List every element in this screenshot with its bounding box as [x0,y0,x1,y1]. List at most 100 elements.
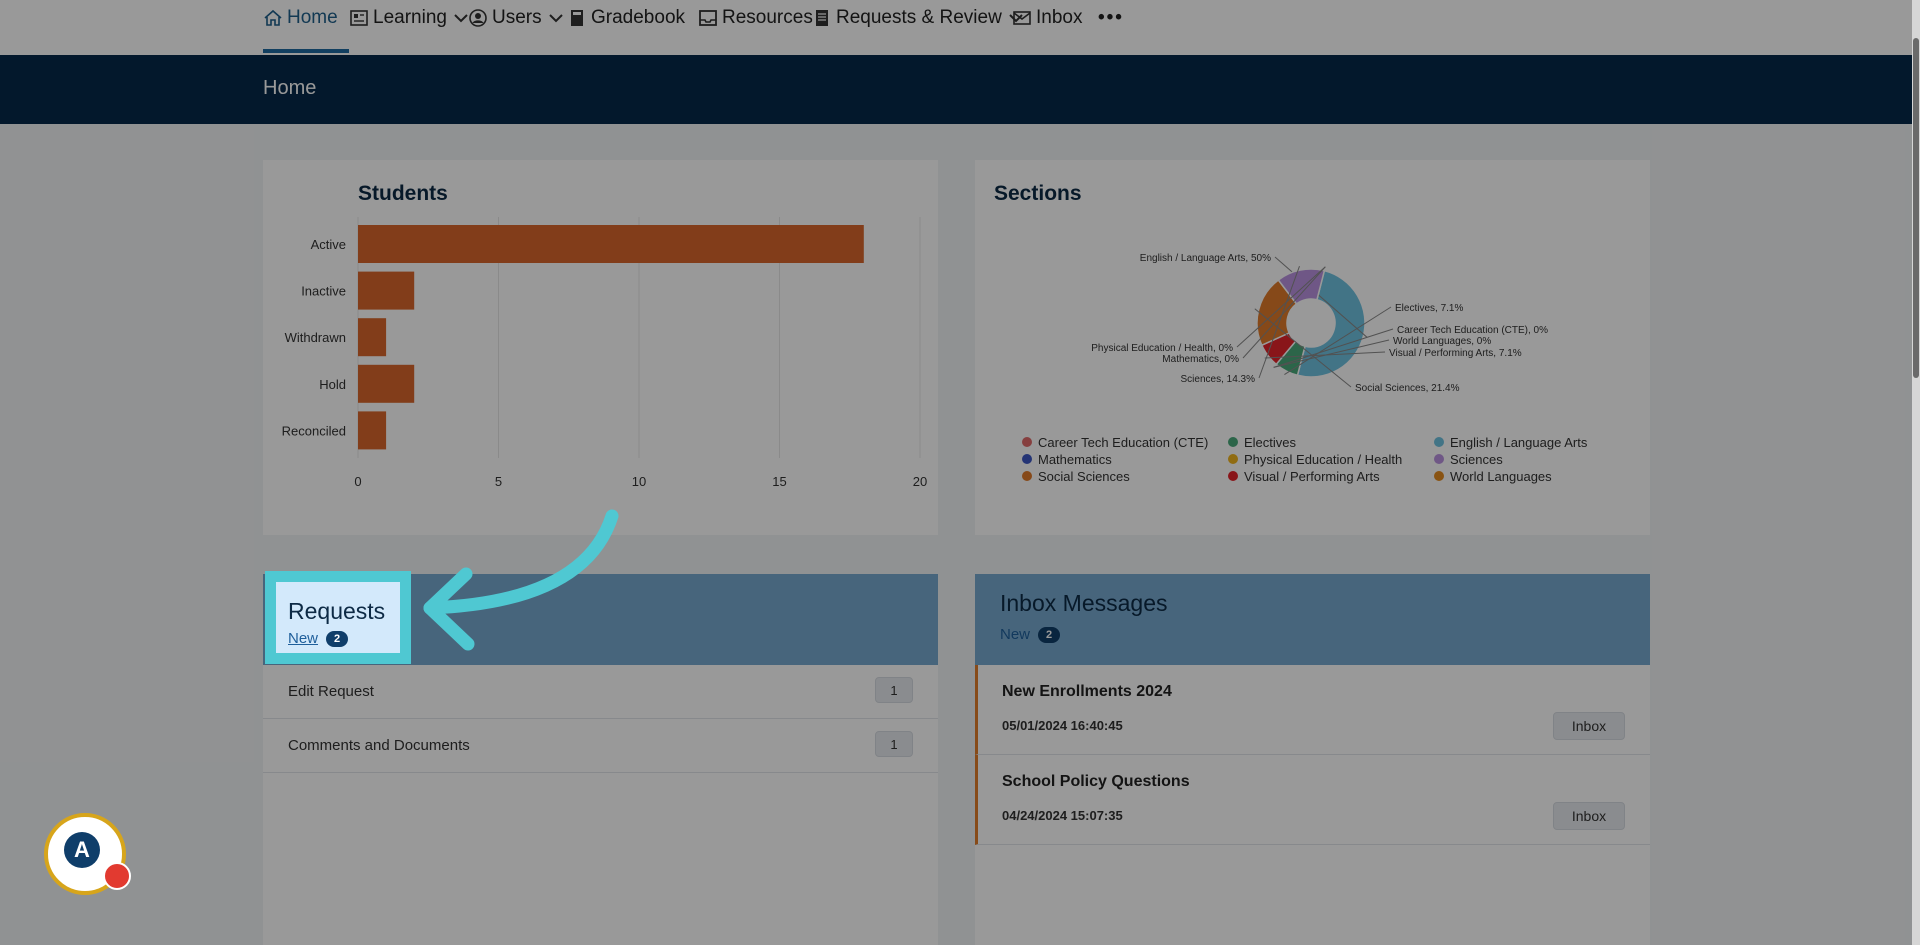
y-category-label: Withdrawn [285,330,346,345]
sections-title: Sections [994,182,1082,205]
inbox-messages-header: Inbox Messages New 2 [975,574,1650,665]
legend-item[interactable]: Electives [1228,434,1434,450]
y-category-label: Active [311,237,346,252]
legend-swatch [1434,471,1444,481]
request-row-comments[interactable]: Comments and Documents 1 [263,719,938,773]
legend-swatch [1228,471,1238,481]
nav-requests-review-label: Requests & Review [836,7,1002,28]
assistant-logo-icon: A [64,832,100,868]
learning-icon [350,10,368,26]
request-row-edit[interactable]: Edit Request 1 [263,665,938,719]
legend-item[interactable]: Visual / Performing Arts [1228,468,1434,484]
nav-home-label: Home [287,7,338,28]
slice-data-label: Visual / Performing Arts, 7.1% [1389,348,1522,359]
scrollbar-thumb[interactable] [1913,38,1919,378]
requests-new-label: New [288,630,319,647]
legend-item[interactable]: Physical Education / Health [1228,451,1434,467]
page-header: Home [0,55,1920,124]
notification-dot-icon [103,862,131,890]
nav-gradebook[interactable]: Gradebook [567,4,685,32]
request-count-badge: 1 [875,731,913,757]
students-title: Students [358,182,448,205]
page-scrollbar[interactable] [1912,0,1920,945]
requests-new-count-badge: 2 [326,630,349,647]
slice-data-label: World Languages, 0% [1393,336,1491,347]
inbox-messages-title: Inbox Messages [1000,590,1168,616]
x-tick-label: 20 [913,474,927,489]
requests-title: Requests [288,598,386,624]
legend-item[interactable]: Mathematics [1022,451,1228,467]
more-icon: ••• [1098,7,1124,28]
nav-users[interactable]: Users [468,4,566,32]
nav-learning[interactable]: Learning [349,4,471,32]
legend-swatch [1228,454,1238,464]
document-icon [816,10,828,26]
slice-data-label: English / Language Arts, 50% [1140,253,1271,264]
students-card: Students 0 5 10 15 20 Active Inactive Withdrawn… [263,160,938,535]
legend-label: Visual / Performing Arts [1244,468,1380,484]
legend-item[interactable]: Career Tech Education (CTE) [1022,434,1228,450]
inbox-new-label: New [1000,626,1031,643]
more-menu-button[interactable]: ••• [1098,4,1124,32]
slice-data-label: Physical Education / Health, 0% [1091,343,1233,354]
sections-legend: Career Tech Education (CTE) Electives Engl… [1022,434,1622,484]
assistant-launcher[interactable]: A [44,813,131,895]
legend-item[interactable]: World Languages [1434,468,1634,484]
gradebook-icon [571,10,583,26]
nav-requests-review[interactable]: Requests & Review [812,4,1026,32]
active-tab-indicator [263,49,349,53]
request-row-label: Edit Request [288,683,374,700]
sections-donut-chart: English / Language Arts, 50% Electives, 7… [1091,253,1548,394]
mail-icon [1013,11,1031,25]
legend-label: Electives [1244,434,1297,450]
top-navigation: Home Learning Users Gradebook Resources … [0,0,1920,55]
nav-resources[interactable]: Resources [698,4,813,32]
bar [358,225,864,263]
inbox-button[interactable]: Inbox [1553,712,1625,740]
nav-resources-label: Resources [722,7,813,28]
inbox-new-link[interactable]: New 2 [1000,626,1061,643]
nav-inbox[interactable]: Inbox [1012,4,1082,32]
x-tick-label: 15 [772,474,786,489]
legend-label: Sciences [1450,451,1503,467]
slice-leader-line [1258,265,1300,379]
slice-leader-line [1273,328,1394,368]
requests-new-link[interactable]: New 2 [288,630,349,647]
legend-label: Social Sciences [1038,468,1130,484]
legend-label: Physical Education / Health [1244,451,1403,467]
legend-swatch [1022,471,1032,481]
legend-item[interactable]: Social Sciences [1022,468,1228,484]
legend-item[interactable]: Sciences [1434,451,1634,467]
bar [358,364,415,403]
inbox-new-count-badge: 2 [1038,626,1061,643]
legend-label: Career Tech Education (CTE) [1038,434,1209,450]
slice-data-label: Social Sciences, 21.4% [1355,383,1460,394]
y-category-label: Hold [319,377,346,392]
legend-swatch [1022,454,1032,464]
inbox-button[interactable]: Inbox [1553,802,1625,830]
bar [358,271,415,310]
request-row-label: Comments and Documents [288,737,470,754]
page-title: Home [263,77,317,99]
message-row[interactable]: New Enrollments 2024 05/01/2024 16:40:45… [975,665,1650,755]
nav-home[interactable]: Home [263,4,338,32]
x-tick-label: 0 [354,474,361,489]
students-bar-chart: 0 5 10 15 20 Active Inactive Withdrawn Hold Recon… [282,217,927,489]
slice-leader-line [1242,266,1326,359]
legend-swatch [1022,437,1032,447]
legend-item[interactable]: English / Language Arts [1434,434,1634,450]
legend-swatch [1434,454,1444,464]
message-date: 04/24/2024 15:07:35 [1002,808,1123,823]
y-category-label: Inactive [301,284,346,299]
slice-leader-line [1254,308,1352,388]
slice-leader-line [1236,266,1326,348]
x-tick-label: 5 [495,474,502,489]
user-icon [469,9,487,27]
slice-data-label: Electives, 7.1% [1395,303,1463,314]
nav-inbox-label: Inbox [1036,7,1083,28]
message-row[interactable]: School Policy Questions 04/24/2024 15:07… [975,755,1650,845]
chevron-down-icon [454,14,468,23]
x-tick-label: 10 [632,474,646,489]
bar [358,318,387,357]
resources-icon [699,10,717,26]
